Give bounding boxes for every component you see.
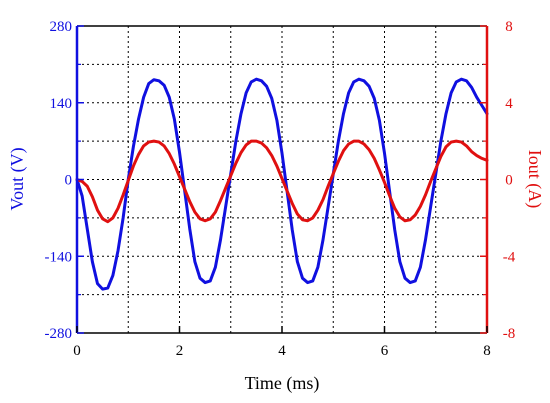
right-axis-tick-label: -8 [503,326,516,342]
left-axis-tick-label: 140 [50,96,73,112]
left-axis-tick-label: 0 [65,173,73,189]
ticks [76,25,488,334]
x-tick-label: 4 [278,343,286,359]
x-axis-label: Time (ms) [245,373,320,394]
right-axis-tick-label: -4 [503,249,516,265]
left-axis-label: Vout (V) [7,147,28,210]
left-axis-tick-label: -280 [45,326,73,342]
right-axis-label: Iout (A) [524,150,545,208]
right-axis-tick-label: 0 [505,173,513,189]
tick-labels: 0 2 4 6 8 280 140 0 -140 -280 8 4 0 -4 -8 [45,19,516,359]
right-axis-tick-label: 4 [505,96,513,112]
iout-series-line [75,139,489,224]
x-tick-label: 6 [381,343,389,359]
x-tick-label: 0 [73,343,81,359]
right-axis-tick-label: 8 [505,19,513,35]
vout-series-line [75,77,489,291]
x-tick-label: 8 [483,343,491,359]
left-axis-tick-label: 280 [50,19,73,35]
x-tick-label: 2 [176,343,184,359]
left-axis-tick-label: -140 [45,249,73,265]
series-group [75,77,489,291]
